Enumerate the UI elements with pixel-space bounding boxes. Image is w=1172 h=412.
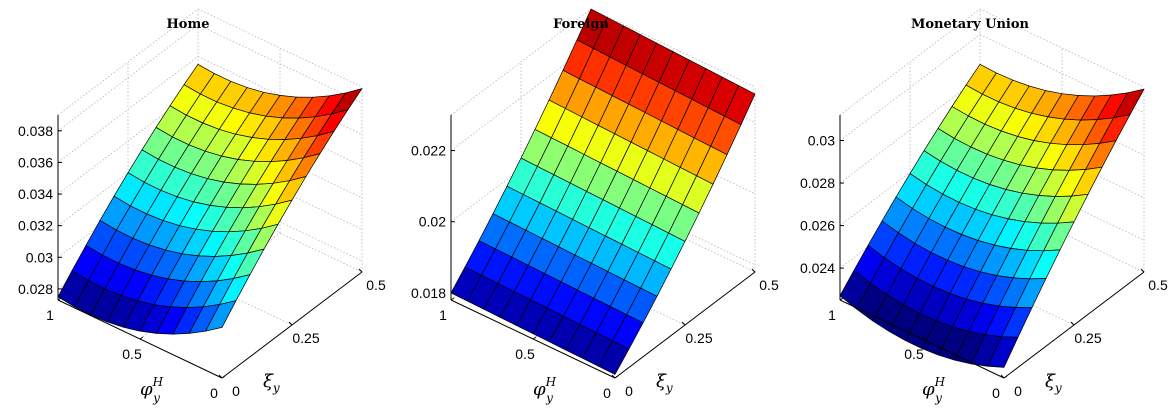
xi-axis-label: ξy — [1045, 371, 1062, 395]
surface — [450, 8, 756, 375]
z-tick-label: 0.024 — [800, 260, 835, 276]
xi-axis-label: ξy — [656, 371, 673, 395]
xi-tick-label: 0.5 — [366, 277, 386, 293]
z-tick-label: 0.034 — [18, 186, 53, 202]
z-tick-label: 0.028 — [800, 175, 835, 191]
z-tick-label: 0.02 — [419, 214, 446, 230]
surface-patch — [598, 340, 630, 375]
phi-axis-label: φH y — [533, 375, 557, 405]
xi-tick-label: 0 — [1014, 383, 1022, 399]
axes: 0.018 0.02 0.022 1 0.5 0 0 0.25 0.5 φH y ξy — [411, 115, 779, 405]
xi-tick-label: 0 — [625, 383, 633, 399]
panel-title: Monetary Union — [911, 17, 1030, 32]
phi-tick-label: 0.5 — [122, 346, 142, 362]
xi-tick-label: 0 — [232, 383, 240, 399]
xi-tick-label: 0.25 — [1074, 330, 1101, 346]
surface — [57, 63, 363, 335]
phi-tick-label: 0.5 — [515, 346, 535, 362]
z-tick-label: 0.026 — [800, 218, 835, 234]
axes: 0.028 0.03 0.032 0.034 0.036 0.038 1 0.5 0 0 0.25 0… — [18, 115, 386, 405]
phi-tick-label: 1 — [828, 307, 836, 323]
phi-axis-label: φH y — [922, 375, 946, 405]
phi-tick-label: 1 — [439, 307, 447, 323]
phi-tick-label: 0 — [210, 385, 218, 401]
surface — [839, 63, 1145, 368]
panel-1: 0.028 0.03 0.032 0.034 0.036 0.038 1 0.5 0 0 0.25 0… — [18, 8, 386, 405]
xi-axis-label: ξy — [263, 371, 280, 395]
xi-tick-label: 0.5 — [1148, 277, 1168, 293]
phi-tick-label: 0.5 — [904, 346, 924, 362]
z-tick-label: 0.036 — [18, 154, 53, 170]
axes: 0.024 0.026 0.028 0.03 1 0.5 0 0 0.25 0.5 φH y ξy — [800, 115, 1168, 405]
z-tick-label: 0.028 — [18, 281, 53, 297]
panel-2: 0.018 0.02 0.022 1 0.5 0 0 0.25 0.5 φH y ξy Foreign — [411, 8, 779, 405]
z-tick-label: 0.03 — [808, 133, 835, 149]
panel-title: Foreign — [553, 17, 609, 32]
surface-patch — [205, 300, 237, 332]
xi-tick-label: 0.5 — [759, 277, 779, 293]
xi-tick-label: 0.25 — [292, 330, 319, 346]
panel-3: 0.024 0.026 0.028 0.03 1 0.5 0 0 0.25 0.5 φH y ξy Mon… — [800, 8, 1168, 405]
surface-patch — [987, 336, 1019, 368]
panel-title: Home — [167, 17, 210, 32]
z-tick-label: 0.038 — [18, 123, 53, 139]
phi-tick-label: 1 — [46, 307, 54, 323]
phi-axis-label: φH y — [140, 375, 164, 405]
phi-tick-label: 0 — [992, 385, 1000, 401]
xi-tick-label: 0.25 — [685, 330, 712, 346]
phi-tick-label: 0 — [603, 385, 611, 401]
z-tick-label: 0.022 — [411, 143, 446, 159]
z-tick-label: 0.032 — [18, 218, 53, 234]
z-tick-label: 0.03 — [26, 249, 53, 265]
z-tick-label: 0.018 — [411, 285, 446, 301]
